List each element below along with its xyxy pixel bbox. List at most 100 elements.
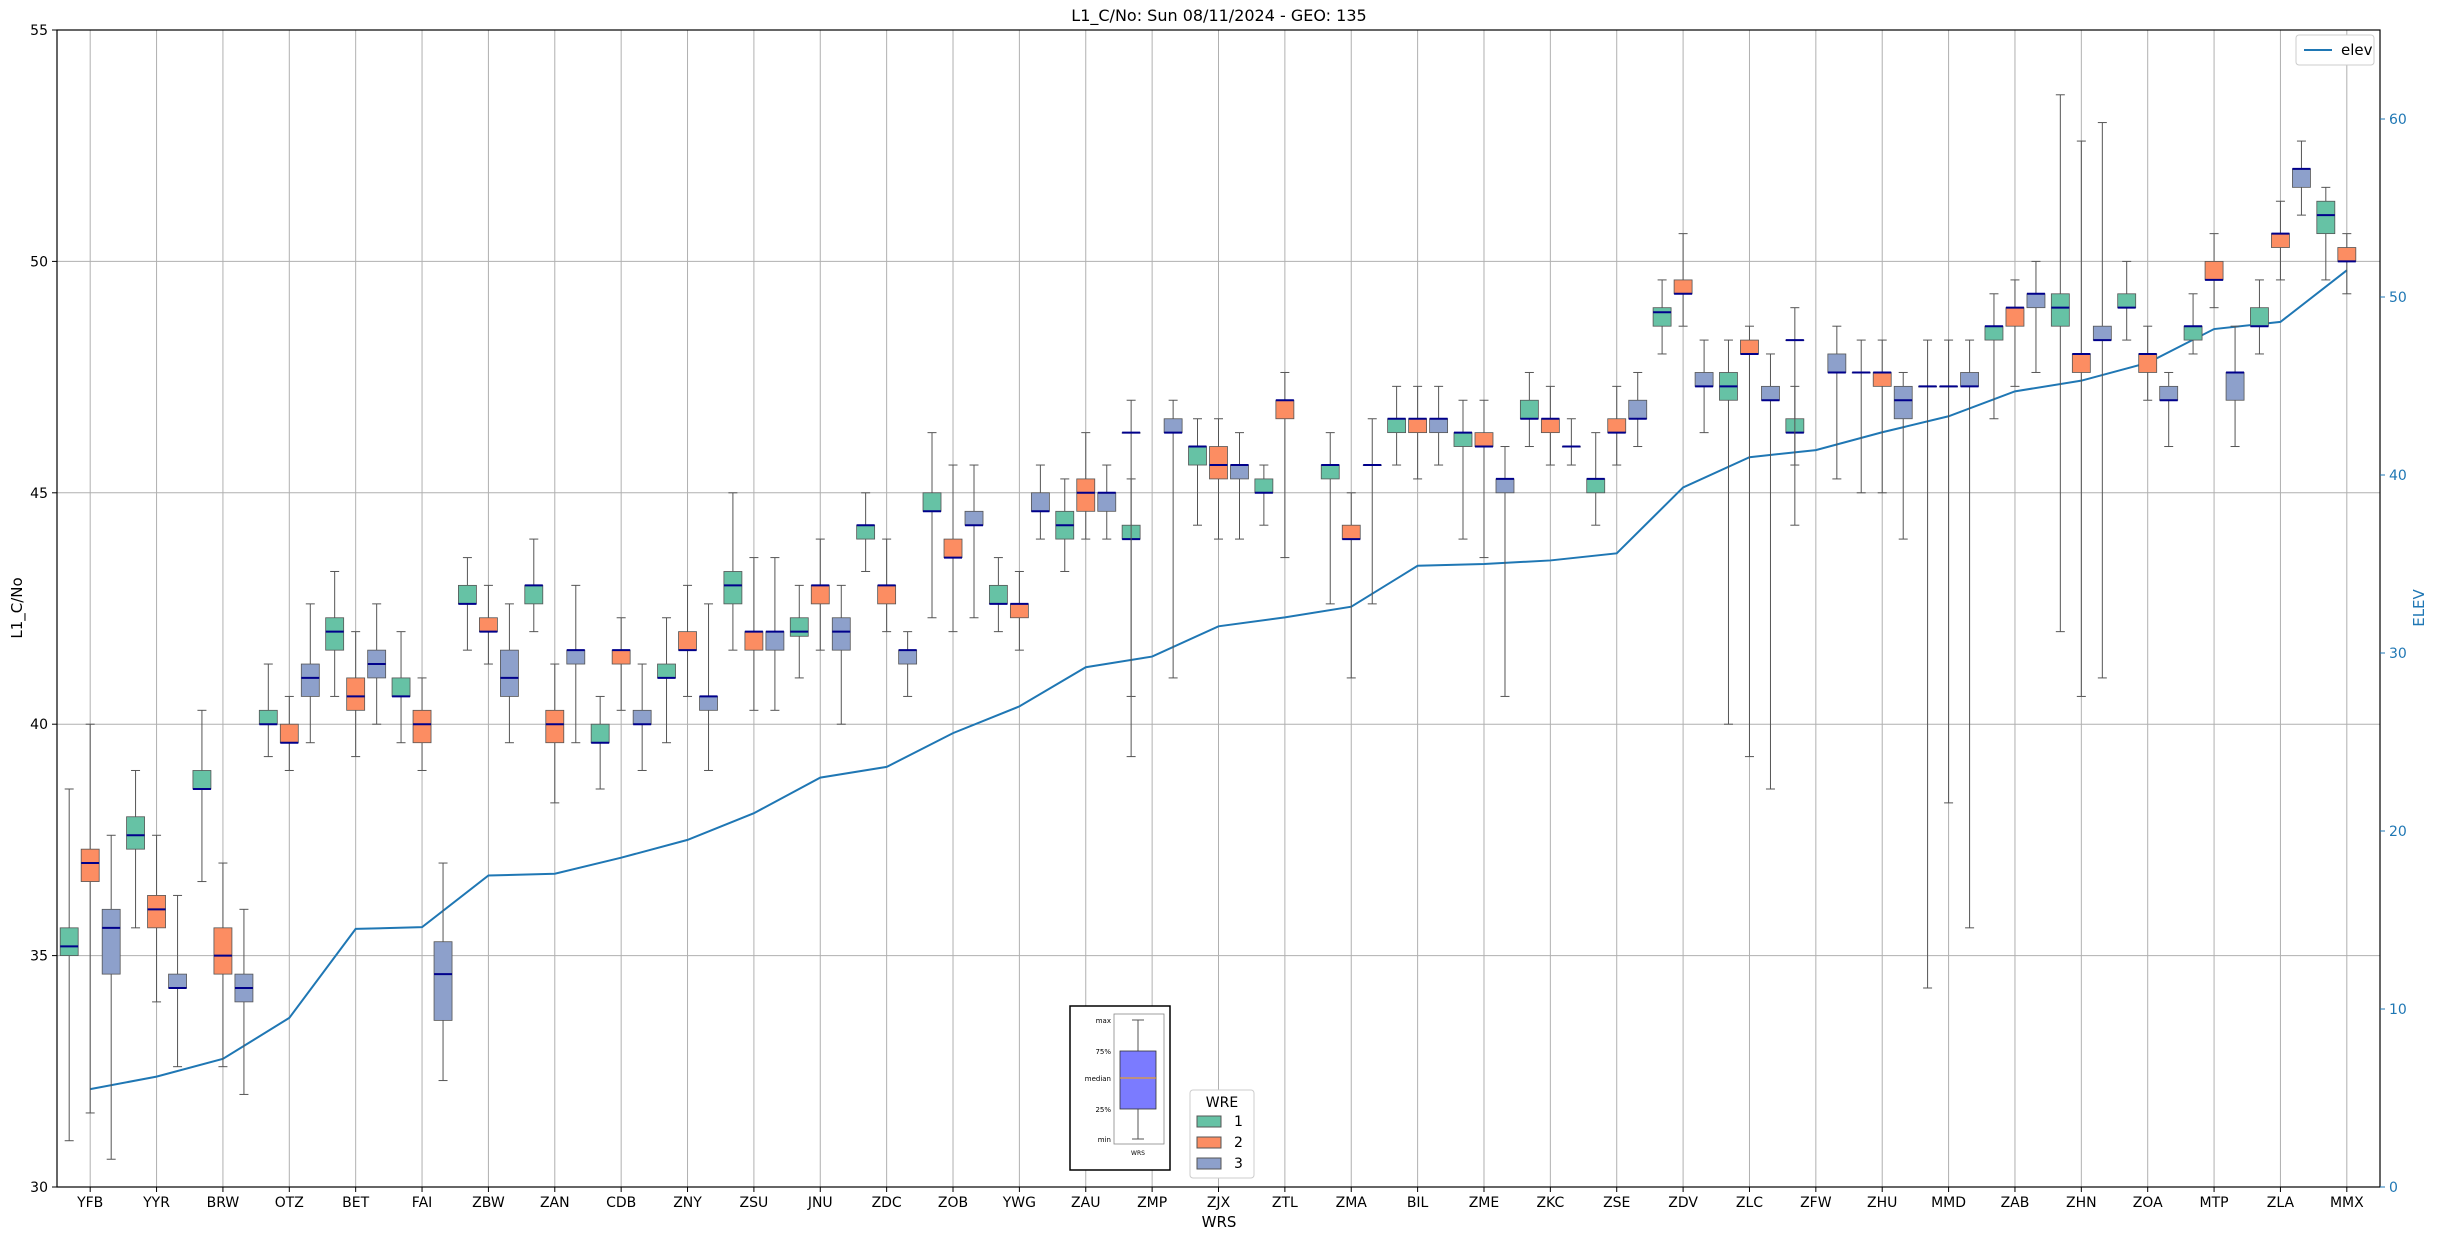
box-wre1 bbox=[590, 695, 610, 790]
box-wre1 bbox=[1121, 399, 1141, 697]
box-wre3 bbox=[500, 603, 519, 744]
box-wre1 bbox=[789, 584, 809, 679]
elev-line-layer bbox=[90, 269, 2348, 1091]
y2-tick-label: 10 bbox=[2389, 1002, 2407, 1018]
box-iqr bbox=[2225, 372, 2245, 401]
box-iqr bbox=[1628, 399, 1648, 420]
y-tick-label: 50 bbox=[30, 254, 48, 270]
box-iqr bbox=[1872, 372, 1892, 387]
box-wre3 bbox=[1893, 371, 1913, 540]
box-iqr bbox=[147, 895, 166, 929]
box-iqr bbox=[1652, 307, 1672, 327]
box-iqr bbox=[765, 631, 785, 651]
y2-tick-label: 40 bbox=[2389, 468, 2407, 484]
x-tick-label: ZSE bbox=[1603, 1195, 1630, 1211]
box-iqr bbox=[1429, 418, 1449, 434]
box-iqr bbox=[2138, 353, 2158, 373]
box-wre1 bbox=[391, 631, 411, 744]
box-iqr bbox=[346, 677, 366, 711]
box-iqr bbox=[678, 631, 697, 651]
box-wre2 bbox=[1209, 418, 1228, 540]
x-tick-label: MMX bbox=[2330, 1195, 2364, 1211]
box-iqr bbox=[300, 663, 320, 697]
box-wre3 bbox=[765, 557, 785, 711]
box-wre1 bbox=[657, 617, 676, 744]
box-iqr bbox=[2050, 293, 2070, 327]
x-tick-label: ZFW bbox=[1800, 1195, 1832, 1211]
y2-tick-label: 60 bbox=[2389, 112, 2407, 128]
wre-legend: WRE 1 2 3 bbox=[1189, 1089, 1255, 1179]
box-iqr bbox=[2183, 325, 2203, 341]
box-iqr bbox=[699, 696, 718, 711]
y2-axis-label: ELEV bbox=[2410, 588, 2428, 626]
box-iqr bbox=[898, 649, 918, 665]
y-tick-label: 55 bbox=[30, 23, 48, 39]
box-wre2 bbox=[2204, 233, 2224, 309]
box-wre3 bbox=[898, 631, 918, 697]
box-wre2 bbox=[1673, 233, 1693, 327]
box-iqr bbox=[810, 584, 830, 605]
y2-ticks: 0 10 20 30 40 50 60 bbox=[2380, 112, 2407, 1196]
box-wre1 bbox=[1519, 371, 1539, 448]
box-iqr bbox=[2271, 233, 2290, 248]
box-wre1 bbox=[2117, 260, 2137, 341]
box-iqr bbox=[1827, 353, 1847, 373]
box-wre3 bbox=[699, 603, 718, 771]
box-wre2 bbox=[1540, 385, 1560, 466]
box-key-caption: WRS bbox=[1131, 1150, 1145, 1157]
box-iqr bbox=[1740, 339, 1759, 355]
wre-legend-swatch-1 bbox=[1196, 1115, 1222, 1128]
box-iqr bbox=[545, 709, 565, 744]
x-tick-label: YFB bbox=[76, 1195, 103, 1211]
box-wre1 bbox=[1586, 432, 1606, 526]
chart-title: L1_C/No: Sun 08/11/2024 - GEO: 135 bbox=[1071, 6, 1366, 26]
box-wre1 bbox=[2316, 186, 2336, 281]
box-iqr bbox=[744, 631, 764, 651]
box-iqr bbox=[1453, 432, 1473, 447]
box-wre1 bbox=[2250, 279, 2269, 355]
box-wre1 bbox=[988, 557, 1008, 633]
box-wre3 bbox=[2292, 140, 2311, 216]
box-wre3 bbox=[234, 908, 254, 1095]
box-iqr bbox=[1673, 279, 1693, 295]
box-wre2 bbox=[810, 538, 830, 651]
box-iqr bbox=[1984, 325, 2004, 341]
box-wre1 bbox=[524, 538, 544, 633]
box-wre1 bbox=[922, 432, 942, 619]
box-iqr bbox=[433, 941, 453, 1021]
box-iqr bbox=[1163, 418, 1183, 434]
box-iqr bbox=[458, 584, 477, 605]
box-wre1 bbox=[1918, 339, 1937, 989]
x-tick-label: ZLA bbox=[2267, 1195, 2295, 1211]
box-iqr bbox=[1254, 478, 1274, 494]
box-iqr bbox=[2117, 293, 2137, 309]
box-iqr bbox=[1320, 464, 1340, 480]
box-iqr bbox=[590, 723, 610, 744]
box-wre2 bbox=[1275, 371, 1295, 559]
box-iqr bbox=[943, 538, 963, 558]
x-tick-label: ZTL bbox=[1272, 1195, 1298, 1211]
x-tick-label: BRW bbox=[207, 1195, 240, 1211]
box-wre3 bbox=[1761, 353, 1780, 790]
box-iqr bbox=[2292, 168, 2311, 188]
box-key-median: median bbox=[1085, 1075, 1111, 1083]
box-key-max: max bbox=[1096, 1017, 1111, 1025]
box-wre1 bbox=[192, 709, 212, 883]
y2-tick-label: 50 bbox=[2389, 290, 2407, 306]
box-wre3 bbox=[168, 894, 187, 1068]
box-iqr bbox=[1540, 418, 1560, 434]
box-wre1 bbox=[1254, 464, 1274, 526]
box-wre3 bbox=[1827, 325, 1847, 480]
box-wre2 bbox=[147, 834, 166, 1003]
x-tick-label: ZME bbox=[1469, 1195, 1500, 1211]
box-iqr bbox=[2159, 385, 2179, 401]
box-wre1 bbox=[1652, 279, 1672, 355]
box-wre1 bbox=[1320, 432, 1340, 605]
box-wre1 bbox=[1453, 399, 1473, 540]
y-ticks: 30 35 40 45 50 55 bbox=[30, 23, 57, 1196]
box-iqr bbox=[1387, 418, 1407, 434]
x-tick-label: ZDC bbox=[872, 1195, 902, 1211]
box-wre1 bbox=[126, 769, 145, 929]
box-iqr bbox=[500, 649, 519, 697]
x-tick-label: ZLC bbox=[1736, 1195, 1763, 1211]
